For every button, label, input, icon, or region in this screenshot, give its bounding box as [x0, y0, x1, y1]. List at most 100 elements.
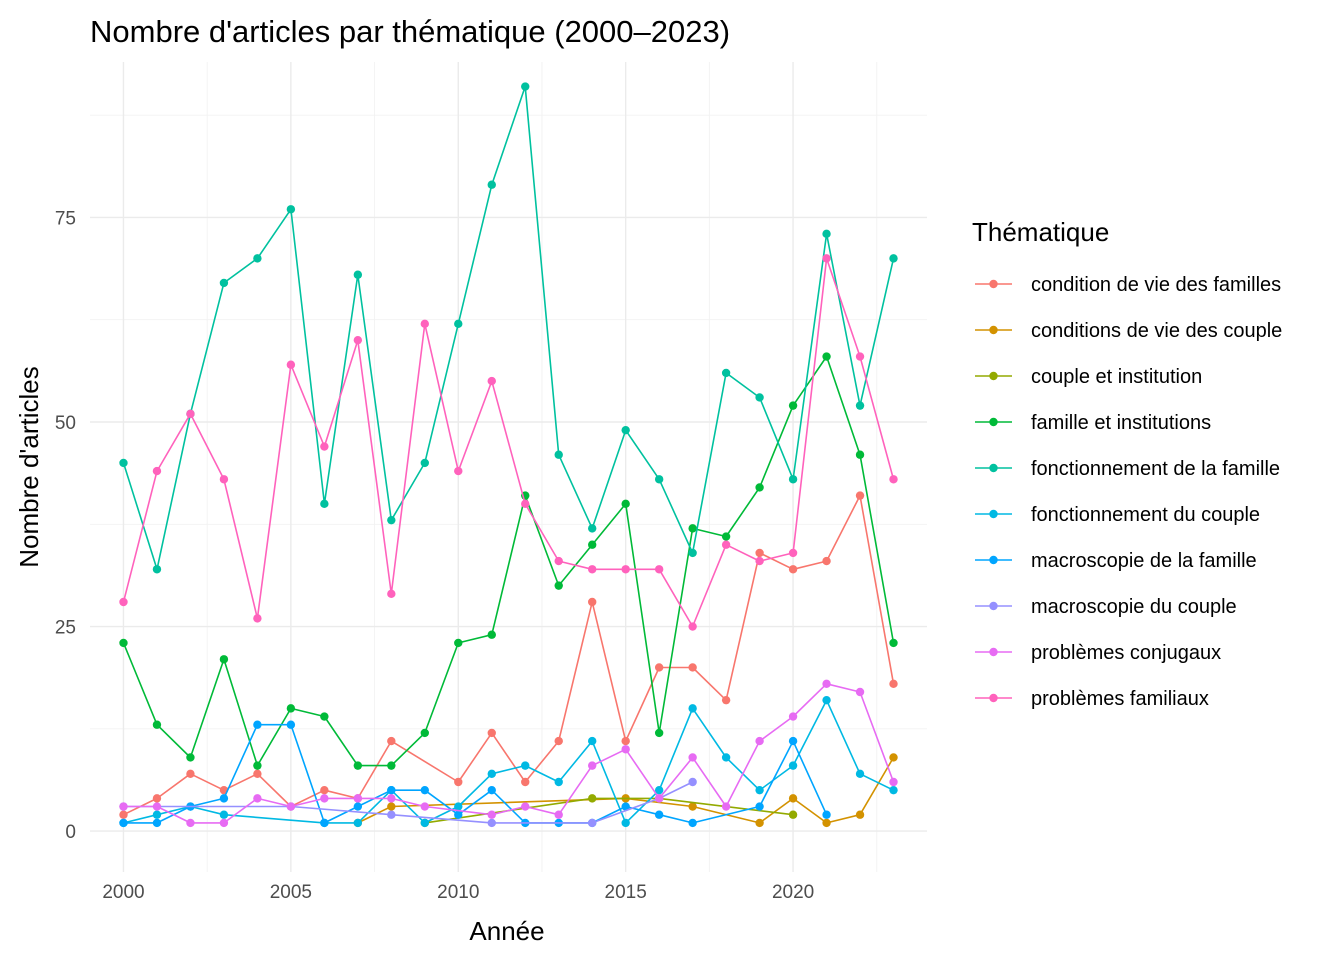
series-9: [119, 254, 898, 631]
data-point: [420, 802, 429, 811]
data-point: [554, 450, 563, 459]
data-point: [454, 802, 463, 811]
data-point: [755, 736, 764, 746]
data-point: [554, 736, 563, 746]
data-point: [186, 409, 195, 419]
data-point: [320, 818, 329, 828]
data-point: [588, 794, 597, 803]
data-point: [654, 663, 664, 672]
data-point: [822, 810, 831, 819]
legend-label: famille et institutions: [1031, 412, 1211, 434]
legend-label: fonctionnement de la famille: [1031, 458, 1280, 480]
data-point: [353, 794, 363, 803]
data-point: [320, 499, 329, 509]
data-point: [588, 524, 597, 533]
data-point: [621, 736, 630, 746]
series-line: [122, 355, 895, 767]
data-point: [353, 335, 363, 345]
data-point: [654, 475, 664, 484]
axis-ticks: 2000 2005 2010 2015 2020 0 25 50 75: [55, 208, 814, 903]
data-point: [253, 720, 262, 729]
x-tick-label: 2010: [437, 882, 479, 903]
legend-label: conditions de vie des couple: [1031, 320, 1282, 342]
data-point: [654, 565, 664, 574]
data-point: [186, 769, 195, 779]
data-point: [788, 712, 798, 721]
x-tick-label: 2000: [102, 882, 144, 903]
data-point: [119, 818, 128, 828]
data-point: [119, 638, 128, 648]
data-point: [755, 548, 764, 558]
data-point: [320, 712, 329, 721]
data-point: [353, 818, 363, 828]
data-point: [152, 466, 162, 476]
data-point: [721, 695, 731, 705]
data-point: [621, 565, 630, 574]
data-point: [688, 704, 697, 713]
data-point: [286, 704, 296, 713]
data-point: [286, 360, 296, 369]
data-point: [521, 802, 530, 811]
data-point: [822, 818, 831, 828]
data-point: [654, 794, 664, 803]
legend-key-point: [989, 371, 998, 381]
legend-key-point: [989, 509, 998, 519]
legend-item: conditions de vie des couple: [975, 320, 1282, 342]
data-point: [889, 753, 898, 762]
data-point: [454, 319, 463, 329]
series-line: [123, 699, 894, 824]
data-point: [721, 540, 731, 549]
data-point: [487, 376, 496, 386]
data-point: [487, 818, 496, 828]
data-point: [119, 802, 128, 811]
series-line: [122, 85, 895, 571]
data-point: [822, 679, 831, 689]
data-point: [119, 810, 128, 819]
series-line: [122, 257, 895, 628]
legend: Thématique condition de vie des familles…: [972, 217, 1282, 710]
legend-key-point: [989, 279, 998, 289]
data-point: [320, 794, 329, 803]
data-point: [755, 393, 764, 402]
data-point: [755, 483, 764, 492]
data-point: [755, 556, 764, 566]
legend-key-point: [989, 555, 998, 565]
data-point: [688, 663, 697, 672]
data-point: [152, 565, 162, 574]
data-point: [454, 810, 463, 819]
data-point: [286, 802, 296, 811]
legend-item: problèmes familiaux: [975, 688, 1209, 710]
data-point: [822, 695, 831, 705]
data-point: [420, 818, 429, 828]
series-1: [353, 753, 898, 828]
data-point: [521, 761, 530, 770]
data-point: [654, 810, 664, 819]
legend-label: problèmes conjugaux: [1031, 642, 1221, 664]
data-point: [253, 254, 262, 263]
data-point: [788, 794, 798, 803]
data-point: [387, 736, 396, 746]
data-point: [353, 761, 363, 770]
data-point: [855, 810, 865, 819]
legend-title: Thématique: [972, 217, 1109, 247]
data-point: [621, 802, 630, 811]
data-point: [387, 810, 396, 819]
data-point: [621, 745, 630, 754]
data-point: [487, 728, 496, 738]
data-point: [855, 687, 865, 697]
legend-item: condition de vie des familles: [975, 274, 1281, 296]
legend-label: macroscopie de la famille: [1031, 550, 1257, 572]
data-point: [621, 499, 630, 509]
data-point: [688, 524, 697, 533]
data-point: [588, 565, 597, 574]
data-point: [521, 777, 530, 787]
legend-item: problèmes conjugaux: [975, 642, 1221, 664]
data-point: [721, 802, 731, 811]
series-line: [424, 797, 794, 824]
data-point: [588, 540, 597, 549]
data-point: [621, 425, 630, 435]
data-point: [387, 589, 396, 599]
legend-label: problèmes familiaux: [1031, 688, 1209, 710]
data-point: [253, 769, 262, 779]
legend-label: macroscopie du couple: [1031, 596, 1237, 618]
